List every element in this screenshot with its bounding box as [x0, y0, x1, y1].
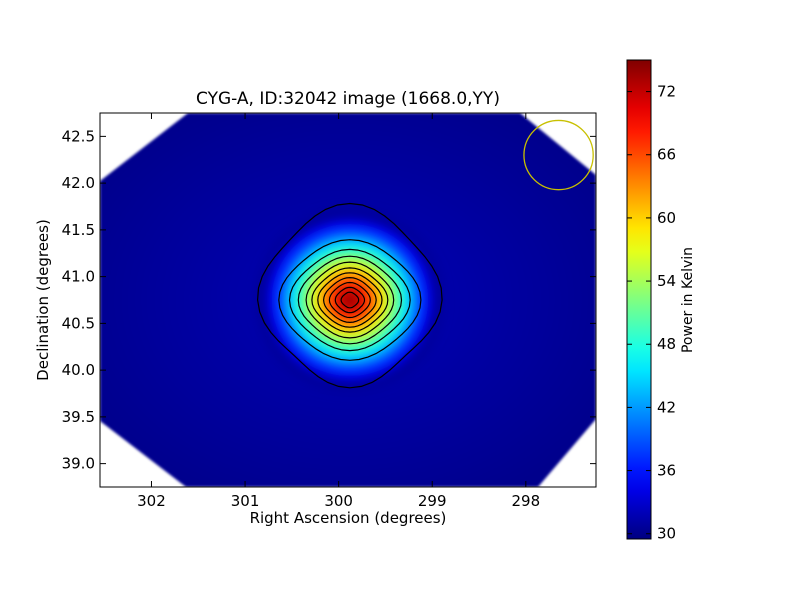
y-tick-label: 42.0: [62, 174, 95, 192]
plot-area: [100, 113, 596, 487]
colorbar: 30 36 42 48 54 60 66 72 Power in Kelvin: [626, 59, 696, 543]
colorbar-tick-label: 66: [657, 146, 676, 164]
x-tick-label: 298: [511, 492, 540, 510]
contour-line: [334, 286, 366, 314]
x-tick-label: 300: [324, 492, 353, 510]
beam-circle: [523, 119, 594, 191]
contour-line: [305, 261, 395, 339]
colorbar-scale: [626, 59, 652, 540]
colorbar-tick-label: 54: [657, 272, 676, 290]
source-emission: [258, 211, 442, 389]
emission-level: [343, 293, 357, 307]
contour-line: [322, 276, 377, 324]
y-tick-label: 42.5: [62, 127, 95, 145]
y-tick-label: 40.0: [62, 361, 95, 379]
y-axis-label: Declination (degrees): [34, 219, 52, 381]
colorbar-tick-label: 60: [657, 209, 676, 227]
contour-line: [340, 291, 360, 309]
y-tick-label: 40.5: [62, 314, 95, 332]
x-tick-label: 299: [418, 492, 447, 510]
colorbar-ticks: 30 36 42 48 54 60 66 72: [627, 83, 676, 543]
x-tick-label: 302: [137, 492, 166, 510]
contour-line: [256, 202, 443, 389]
x-tick-label: 301: [231, 492, 260, 510]
contour-line: [278, 239, 422, 361]
y-axis: 39.0 39.5 40.0 40.5 41.0 41.5 42.0 42.5: [62, 127, 596, 473]
contour-lines: [256, 202, 443, 389]
colorbar-tick-label: 72: [657, 83, 676, 101]
y-tick-label: 39.5: [62, 408, 95, 426]
colorbar-label: Power in Kelvin: [680, 247, 696, 353]
x-axis-label: Right Ascension (degrees): [250, 509, 447, 527]
y-tick-label: 39.0: [62, 455, 95, 473]
contour-line: [311, 267, 389, 333]
y-tick-label: 41.0: [62, 268, 95, 286]
colorbar-tick-label: 30: [657, 525, 676, 543]
contour-line: [328, 281, 371, 319]
y-tick-label: 41.5: [62, 221, 95, 239]
colorbar-tick-label: 42: [657, 398, 676, 416]
contour-line: [317, 272, 383, 328]
x-axis: 302 301 300 299 298: [137, 113, 540, 510]
contour-line: [288, 248, 411, 352]
chart-title: CYG-A, ID:32042 image (1668.0,YY): [196, 89, 500, 109]
colorbar-tick-label: 36: [657, 462, 676, 480]
colorbar-tick-label: 48: [657, 335, 676, 353]
plot-frame: [99, 112, 597, 488]
contour-line: [297, 255, 403, 345]
